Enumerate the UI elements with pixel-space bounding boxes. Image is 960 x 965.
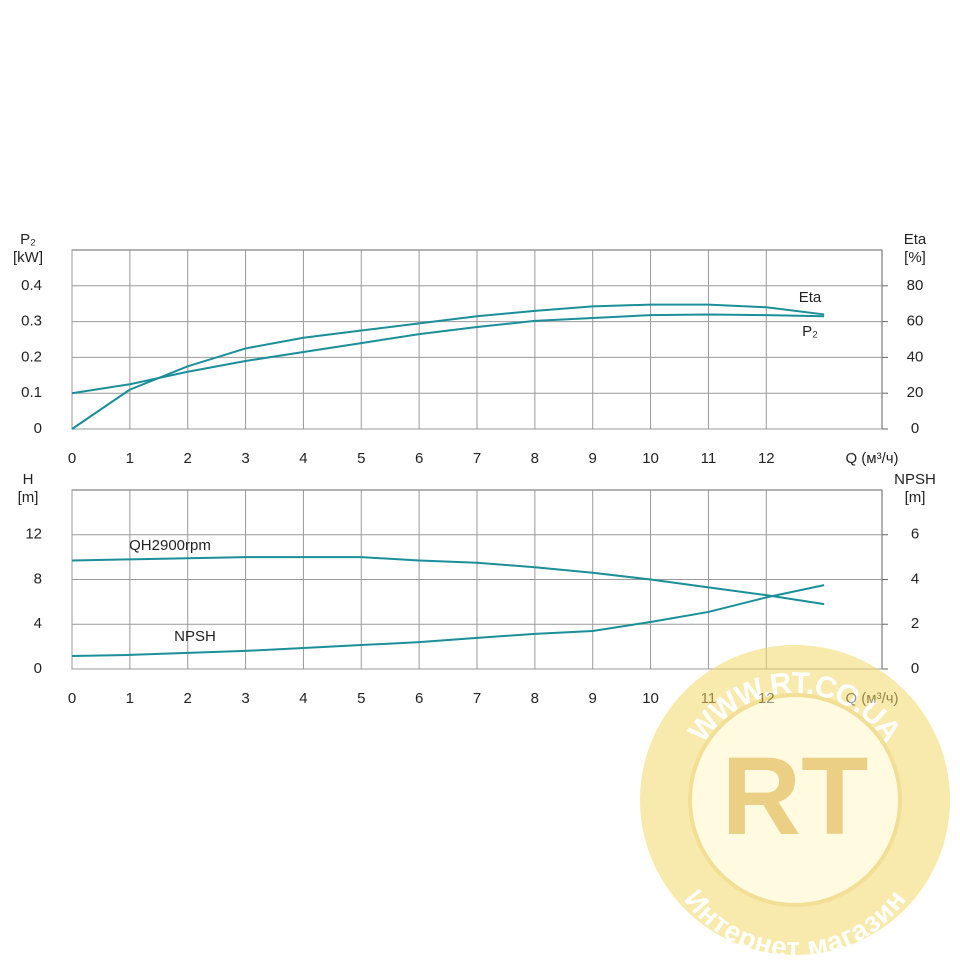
x-tick-label: 7: [473, 690, 481, 707]
x-tick-label: 2: [184, 690, 192, 707]
y2-tick-label: 0: [911, 420, 919, 437]
y-tick-label: 0.4: [21, 277, 42, 294]
y2-tick-label: 20: [907, 384, 924, 401]
x-tick-label: 6: [415, 450, 423, 467]
y-tick-label: 4: [34, 615, 42, 632]
x-tick-label: 5: [357, 690, 365, 707]
x-tick-label: 9: [589, 690, 597, 707]
x-tick-label: 4: [299, 690, 307, 707]
watermark-inner: [688, 693, 902, 907]
y2-axis-label: Eta: [904, 231, 927, 248]
y-tick-label: 0: [34, 420, 42, 437]
x-tick-label: 0: [68, 450, 76, 467]
series-label: QH2900rpm: [129, 537, 211, 554]
x-tick-label: 2: [184, 450, 192, 467]
series-line: [71, 303, 825, 430]
y-tick-label: 0.2: [21, 348, 42, 365]
y2-axis-label: [%]: [904, 249, 926, 266]
x-tick-label: 12: [758, 450, 775, 467]
y2-tick-label: 2: [911, 615, 919, 632]
watermark-logo: RT: [722, 735, 869, 858]
series-label: P₂: [802, 323, 818, 340]
x-tick-label: 10: [642, 450, 659, 467]
y2-axis-label: [m]: [905, 489, 926, 506]
x-tick-label: 9: [589, 450, 597, 467]
x-tick-label: 4: [299, 450, 307, 467]
y-tick-label: 8: [34, 570, 42, 587]
x-tick-label: 1: [126, 690, 134, 707]
x-tick-label: 10: [642, 690, 659, 707]
x-axis-label: Q (м³/ч): [845, 450, 898, 467]
y-tick-label: 12: [25, 526, 42, 543]
series-line: [71, 313, 825, 395]
y2-axis-label: NPSH: [894, 471, 936, 488]
x-tick-label: 5: [357, 450, 365, 467]
y2-tick-label: 60: [907, 313, 924, 330]
series-label: Eta: [799, 289, 822, 306]
y-axis-label: P₂: [20, 231, 36, 248]
y-tick-label: 0.3: [21, 313, 42, 330]
series-label: NPSH: [174, 628, 216, 645]
y-axis-label: H: [23, 471, 34, 488]
x-tick-label: 0: [68, 690, 76, 707]
series-line: [71, 556, 825, 606]
x-tick-label: 7: [473, 450, 481, 467]
x-tick-label: 1: [126, 450, 134, 467]
y2-tick-label: 0: [911, 660, 919, 677]
y-axis-label: [m]: [18, 489, 39, 506]
y2-tick-label: 80: [907, 277, 924, 294]
x-tick-label: 11: [701, 450, 717, 467]
y2-tick-label: 6: [911, 526, 919, 543]
y-tick-label: 0.1: [21, 384, 42, 401]
y-axis-label: [kW]: [13, 249, 43, 266]
x-tick-label: 6: [415, 690, 423, 707]
y-tick-label: 0: [34, 660, 42, 677]
x-tick-label: 8: [531, 690, 539, 707]
y2-tick-label: 40: [907, 348, 924, 365]
series-line: [71, 584, 825, 658]
x-tick-label: 3: [241, 450, 249, 467]
y2-tick-label: 4: [911, 570, 919, 587]
x-tick-label: 8: [531, 450, 539, 467]
x-tick-label: 3: [241, 690, 249, 707]
